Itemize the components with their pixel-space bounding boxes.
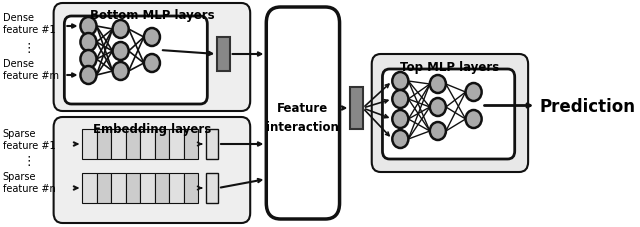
Bar: [140, 173, 155, 203]
FancyBboxPatch shape: [266, 8, 340, 219]
Bar: [126, 173, 140, 203]
Circle shape: [392, 73, 408, 91]
Circle shape: [465, 111, 482, 128]
Text: Prediction: Prediction: [540, 97, 636, 115]
Circle shape: [392, 111, 408, 128]
Circle shape: [430, 99, 446, 116]
Bar: [184, 129, 198, 159]
Text: Dense
feature #1: Dense feature #1: [3, 13, 55, 35]
Bar: [350, 88, 363, 129]
Bar: [205, 173, 218, 203]
Circle shape: [113, 21, 129, 39]
Text: Dense
feature #m: Dense feature #m: [3, 59, 59, 80]
Circle shape: [465, 84, 482, 101]
Bar: [97, 129, 111, 159]
FancyBboxPatch shape: [372, 55, 528, 172]
Bar: [155, 173, 170, 203]
Text: Sparse
feature #1: Sparse feature #1: [3, 129, 55, 150]
Bar: [140, 129, 155, 159]
Circle shape: [392, 91, 408, 109]
Bar: [111, 129, 126, 159]
FancyBboxPatch shape: [65, 17, 207, 105]
Bar: [111, 173, 126, 203]
Bar: [184, 173, 198, 203]
Circle shape: [430, 122, 446, 140]
Circle shape: [81, 67, 97, 85]
Circle shape: [144, 55, 160, 73]
Bar: [126, 129, 140, 159]
FancyBboxPatch shape: [54, 4, 250, 111]
Text: Top MLP layers: Top MLP layers: [400, 60, 500, 73]
Text: ⋮: ⋮: [22, 41, 35, 54]
Circle shape: [81, 18, 97, 36]
FancyBboxPatch shape: [54, 118, 250, 223]
Text: Feature
interaction: Feature interaction: [266, 101, 339, 133]
Bar: [217, 38, 230, 72]
Circle shape: [144, 29, 160, 47]
Circle shape: [113, 63, 129, 81]
Text: ⋮: ⋮: [22, 154, 35, 167]
Bar: [170, 129, 184, 159]
Circle shape: [113, 43, 129, 61]
Bar: [97, 173, 111, 203]
Circle shape: [81, 51, 97, 69]
Bar: [170, 173, 184, 203]
FancyBboxPatch shape: [383, 70, 515, 159]
Bar: [155, 129, 170, 159]
Text: Embedding layers: Embedding layers: [93, 122, 211, 135]
Bar: [82, 129, 97, 159]
Bar: [205, 129, 218, 159]
Text: Bottom MLP layers: Bottom MLP layers: [90, 8, 214, 21]
Bar: [82, 173, 97, 203]
Circle shape: [81, 34, 97, 52]
Circle shape: [392, 131, 408, 148]
Text: Sparse
feature #n: Sparse feature #n: [3, 171, 56, 193]
Circle shape: [430, 76, 446, 94]
